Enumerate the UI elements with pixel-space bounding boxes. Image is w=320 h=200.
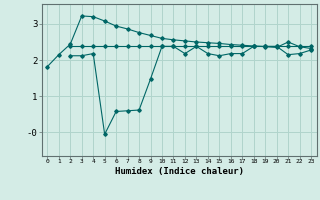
X-axis label: Humidex (Indice chaleur): Humidex (Indice chaleur): [115, 167, 244, 176]
